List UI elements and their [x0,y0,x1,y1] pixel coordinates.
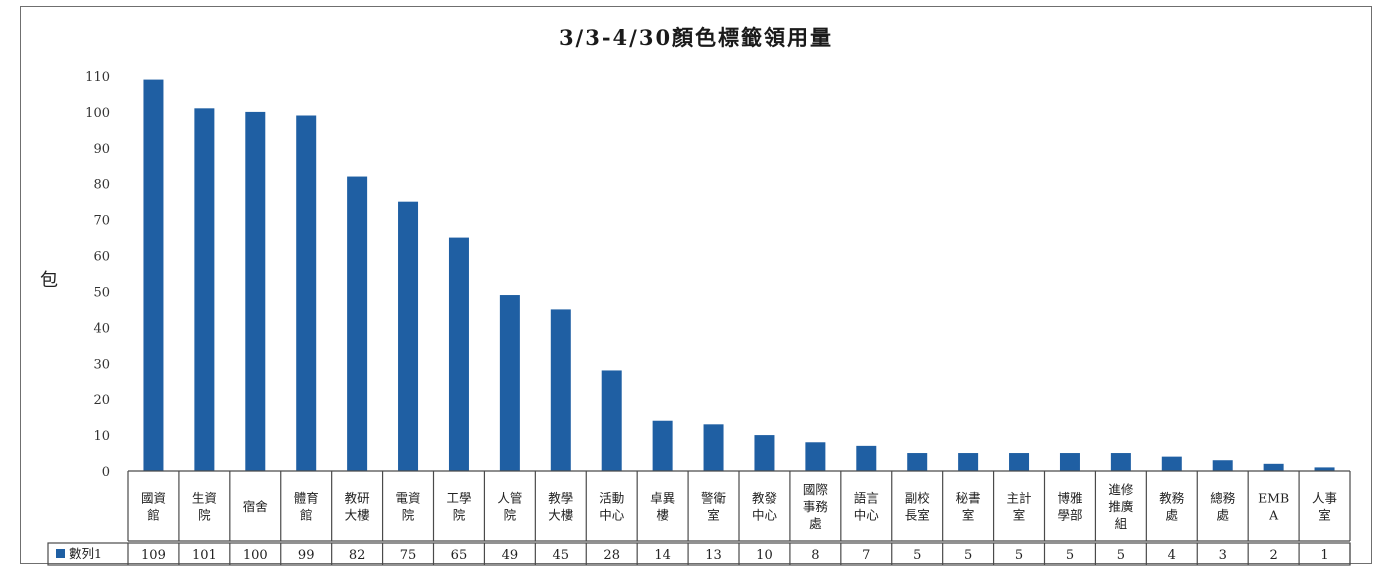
bar-22 [1212,460,1233,471]
category-label: 國資館 [141,491,166,523]
y-tick-label: 110 [85,70,110,85]
bar-13 [754,435,775,471]
category-label: 副校長室 [905,491,931,523]
category-label: 卓異樓 [650,491,675,523]
bar-15 [856,445,877,471]
data-value-label: 49 [502,548,519,563]
bar-11 [652,420,673,471]
data-value-label: 5 [1066,548,1074,563]
bar-18 [1009,453,1030,471]
bar-3 [245,111,266,471]
y-tick-label: 30 [93,357,110,372]
data-value-label: 8 [811,548,819,563]
data-value-label: 5 [1117,548,1125,563]
data-value-label: 4 [1168,548,1176,563]
category-label: 教務處 [1159,491,1185,523]
bar-20 [1110,453,1131,471]
data-value-label: 1 [1320,548,1328,563]
data-value-label: 7 [862,548,870,563]
category-label: EMB A [1258,491,1289,523]
data-value-label: 2 [1269,548,1277,563]
data-value-label: 99 [298,548,315,563]
bar-24 [1314,467,1335,471]
bar-8 [499,295,520,471]
category-label: 宿舍 [243,499,269,514]
category-label: 工學院 [446,491,471,523]
y-tick-label: 80 [93,178,110,193]
bar-23 [1263,463,1284,471]
category-label: 國際事務處 [803,482,829,531]
bar-6 [398,201,419,471]
category-label: 體育館 [294,491,319,523]
data-value-label: 5 [913,548,921,563]
bar-5 [347,176,368,471]
data-value-label: 14 [654,548,671,563]
category-label: 電資院 [396,491,421,523]
y-tick-label: 100 [85,106,110,121]
data-value-label: 13 [705,548,722,563]
bar-14 [805,442,826,471]
bar-21 [1161,456,1182,471]
bar-4 [296,115,317,471]
data-value-label: 100 [243,548,268,563]
legend-swatch [56,549,65,558]
category-label: 進修推廣組 [1108,482,1134,531]
category-label: 人事室 [1312,491,1337,523]
y-tick-label: 10 [93,429,110,444]
bar-7 [448,237,469,471]
y-tick-label: 40 [93,321,110,336]
data-value-label: 101 [192,548,217,563]
y-tick-label: 60 [93,250,110,265]
category-label: 語言中心 [854,491,880,523]
bar-1 [143,79,164,471]
category-label: 總務處 [1210,491,1236,523]
y-tick-label: 50 [93,285,110,300]
data-value-label: 28 [603,548,620,563]
category-label: 博雅學部 [1057,491,1082,523]
data-value-label: 10 [756,548,773,563]
category-label: 教研大樓 [345,491,370,523]
y-tick-label: 70 [93,214,110,229]
category-label: 教學大樓 [548,491,573,523]
bar-19 [1059,453,1080,471]
category-label: 人管院 [497,491,522,523]
bar-12 [703,424,724,471]
data-value-label: 82 [349,548,366,563]
y-tick-label: 90 [93,142,110,157]
data-value-label: 5 [964,548,972,563]
category-label: 生資院 [192,491,217,523]
data-value-label: 65 [451,548,468,563]
y-axis-label: 包 [40,270,58,291]
data-value-label: 5 [1015,548,1023,563]
category-label: 教發中心 [752,491,778,523]
category-label: 主計室 [1007,491,1032,523]
chart-title: 3/3-4/30顏色標籤領用量 [558,25,834,50]
category-label: 警衛室 [701,491,727,523]
bar-2 [194,108,215,472]
bar-9 [550,309,571,471]
bar-16 [907,453,928,471]
data-value-label: 45 [553,548,570,563]
legend-series-name: 數列1 [69,546,102,561]
data-value-label: 3 [1219,548,1227,563]
category-label: 秘書室 [956,491,981,523]
category-label: 活動中心 [599,491,625,523]
y-tick-label: 0 [102,465,110,480]
y-tick-label: 20 [93,393,110,408]
data-value-label: 109 [141,548,166,563]
bar-10 [601,370,622,471]
bar-17 [958,453,979,471]
data-value-label: 75 [400,548,417,563]
